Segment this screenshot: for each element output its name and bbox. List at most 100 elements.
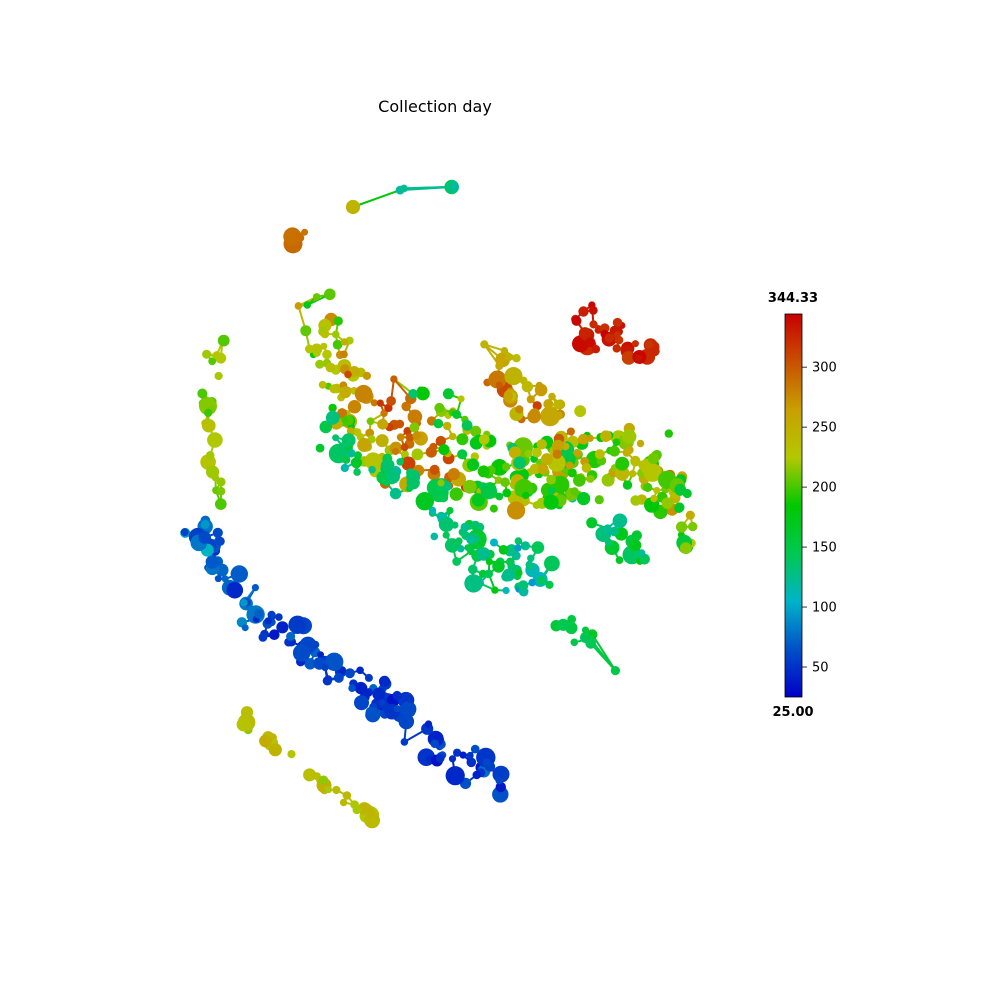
network-node (312, 772, 321, 781)
network-node (329, 384, 339, 394)
network-node (459, 751, 467, 759)
network-node (305, 344, 314, 354)
network-node (345, 199, 361, 215)
network-node (435, 753, 445, 763)
network-node (398, 713, 415, 730)
network-node (448, 755, 457, 763)
network-node (354, 695, 369, 711)
network-node (468, 564, 478, 575)
network-node (332, 339, 343, 350)
colorbar-tick-label: 300 (812, 361, 837, 376)
network-node (214, 575, 222, 583)
network-node (339, 386, 352, 399)
colorbar: 344.33 25.00 50 100 150 200 250 300 (768, 291, 837, 720)
network-node (557, 618, 570, 631)
network-node (400, 443, 409, 452)
network-node (518, 580, 529, 591)
network-node (449, 182, 459, 192)
network-node (480, 340, 489, 349)
network-node (470, 425, 482, 437)
network-node (470, 744, 480, 754)
network-node (315, 443, 325, 453)
network-node (638, 549, 646, 557)
network-node (200, 519, 210, 529)
network-node (643, 463, 662, 482)
network-node (504, 391, 513, 401)
network-node (412, 431, 421, 440)
network-node (443, 421, 452, 431)
network-node (674, 502, 685, 513)
network-node (609, 526, 619, 537)
network-node (324, 786, 333, 794)
network-node (216, 486, 226, 496)
network-node (485, 558, 493, 566)
network-node (574, 405, 587, 418)
colorbar-min-label: 25.00 (772, 705, 813, 720)
network-node (254, 609, 264, 619)
colorbar-tick-label: 100 (812, 601, 837, 616)
network-node (553, 400, 562, 410)
network-node (546, 474, 556, 485)
network-node (537, 463, 549, 475)
network-node (536, 439, 547, 450)
network-node (573, 449, 582, 458)
network-node (561, 442, 570, 451)
network-node (389, 487, 402, 500)
network-node (212, 527, 223, 538)
colorbar-tick-label: 200 (812, 481, 837, 496)
network-node (442, 531, 450, 539)
network-node (477, 465, 490, 478)
network-node (456, 433, 469, 446)
network-nodes (180, 179, 698, 829)
network-node (294, 302, 303, 310)
network-node (275, 613, 283, 621)
network-node (635, 354, 642, 362)
network-node (532, 401, 542, 411)
network-node (601, 473, 615, 487)
network-node (528, 578, 536, 587)
network-node (226, 581, 244, 599)
network-node (520, 541, 531, 551)
network-node (317, 651, 324, 659)
network-node (615, 456, 630, 471)
network-node (424, 720, 433, 728)
network-node (444, 538, 460, 553)
network-node (610, 666, 621, 676)
network-node (339, 442, 347, 450)
network-node (407, 409, 423, 425)
network-node (204, 408, 213, 417)
network-node (337, 408, 347, 419)
network-node (615, 466, 630, 481)
network-node (208, 357, 217, 366)
network-node (342, 791, 352, 800)
network-node (430, 532, 439, 541)
network-node (622, 480, 633, 490)
network-node (514, 537, 523, 545)
network-node (615, 556, 624, 564)
network-node (325, 410, 340, 425)
network-node (409, 422, 420, 433)
network-node (515, 405, 524, 414)
network-node (215, 352, 227, 364)
network-node (319, 420, 333, 434)
network-node (287, 750, 296, 759)
network-node (466, 535, 476, 544)
network-node (292, 644, 311, 662)
network-node (365, 706, 377, 718)
network-plot (180, 179, 698, 829)
network-node (366, 417, 375, 426)
network-node (202, 418, 216, 433)
network-node (674, 483, 687, 496)
network-node (552, 439, 564, 452)
network-node (442, 481, 453, 491)
colorbar-tick-label: 150 (812, 541, 837, 556)
network-node (498, 545, 509, 555)
colorbar-gradient (784, 313, 803, 698)
network-node (577, 492, 591, 506)
network-node (495, 381, 503, 389)
network-node (612, 317, 623, 328)
network-node (647, 453, 660, 465)
network-node (382, 479, 390, 487)
network-node (340, 338, 349, 346)
network-node (438, 516, 454, 533)
